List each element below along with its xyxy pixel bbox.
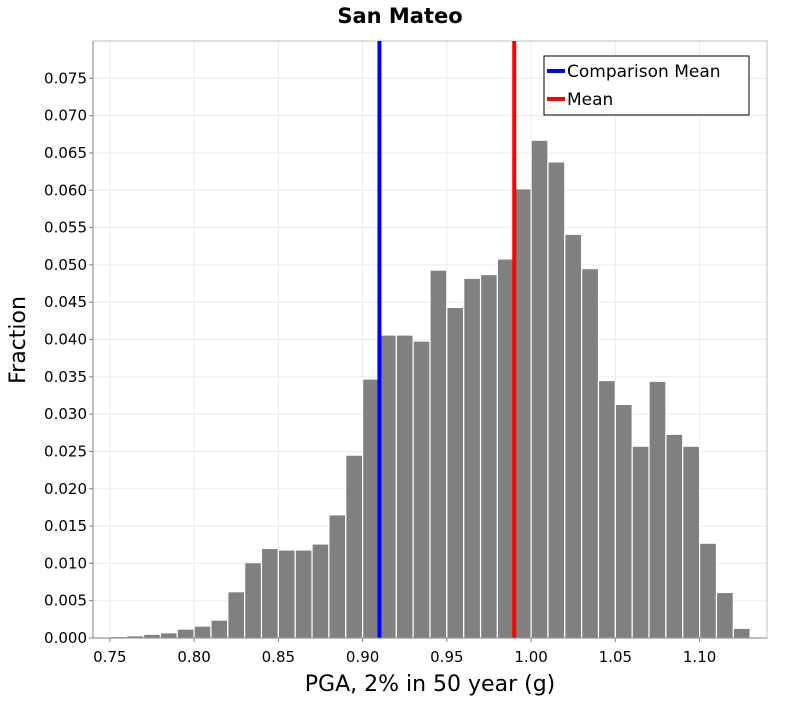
histogram-bar	[682, 445, 701, 639]
y-tick-label: 0.025	[44, 442, 87, 460]
histogram-bar	[311, 543, 330, 639]
histogram-bar	[648, 380, 667, 639]
legend-box	[543, 55, 750, 116]
histogram-bar	[530, 139, 549, 639]
histogram-bar	[665, 433, 684, 639]
histogram-bar	[429, 269, 448, 639]
histogram-bar	[378, 334, 397, 639]
x-tick-label: 0.90	[346, 648, 379, 666]
histogram-bar	[614, 403, 633, 639]
histogram-bar	[547, 161, 566, 639]
x-tick-label: 1.00	[514, 648, 547, 666]
histogram-bar	[277, 549, 296, 639]
axes-layer: 0.000 0.005 0.010 0.015 0.020 0.025 0.030 0.035…	[44, 41, 767, 666]
histogram-bar	[496, 258, 515, 639]
y-tick-label: 0.035	[44, 368, 87, 386]
legend-label-comparison-mean: Comparison Mean	[567, 62, 721, 82]
histogram-bar	[479, 273, 498, 639]
legend-items: Comparison Mean Mean	[547, 62, 721, 110]
chart-title: San Mateo	[337, 4, 462, 28]
histogram-bar	[210, 619, 229, 639]
y-tick-label: 0.010	[44, 554, 87, 572]
histogram-bar	[159, 632, 178, 639]
histogram-bar	[597, 379, 616, 639]
y-axis-label: Fraction	[6, 296, 31, 384]
histogram-bar	[193, 625, 212, 639]
y-tick-label: 0.060	[44, 181, 87, 199]
histogram-bar	[395, 334, 414, 639]
y-tick-label: 0.030	[44, 405, 87, 423]
histogram-bar	[463, 277, 482, 639]
y-tick-label: 0.075	[44, 69, 87, 87]
histogram-bar	[244, 562, 263, 639]
histogram-bar	[513, 188, 532, 639]
y-tick-label: 0.050	[44, 256, 87, 274]
x-tick-label: 0.95	[430, 648, 463, 666]
histogram-bar	[142, 633, 162, 639]
y-tick-label: 0.040	[44, 331, 87, 349]
histogram-bar	[715, 591, 734, 639]
x-tick-label: 0.75	[93, 648, 126, 666]
y-tick-label: 0.045	[44, 293, 87, 311]
histogram-bar	[227, 591, 246, 639]
mean-lines-layer	[377, 41, 517, 638]
y-tick-label: 0.055	[44, 219, 87, 237]
x-axis-label: PGA, 2% in 50 year (g)	[305, 672, 556, 697]
histogram-bar	[564, 233, 583, 639]
y-tick-label: 0.070	[44, 107, 87, 125]
y-tick-label: 0.065	[44, 144, 87, 162]
histogram-bar	[328, 514, 347, 639]
histogram-bar	[698, 542, 718, 639]
histogram-bar	[345, 454, 364, 639]
histogram-bar	[631, 445, 650, 639]
x-tick-label: 0.80	[177, 648, 210, 666]
x-tick-label: 1.10	[683, 648, 716, 666]
legend-label-mean: Mean	[567, 90, 613, 110]
histogram-bar	[176, 628, 195, 639]
y-tick-label: 0.015	[44, 517, 87, 535]
histogram-bar	[412, 340, 431, 639]
histogram-bar	[581, 268, 600, 639]
x-tick-label: 1.05	[599, 648, 632, 666]
y-tick-label: 0.000	[44, 629, 87, 647]
histogram-bar	[362, 378, 381, 639]
y-tick-label: 0.005	[44, 592, 87, 610]
histogram-bar	[446, 306, 465, 639]
y-tick-label: 0.020	[44, 480, 87, 498]
legend: Comparison Mean Mean	[543, 55, 750, 116]
histogram-bar	[260, 547, 279, 639]
histogram-bar	[732, 627, 751, 639]
x-tick-label: 0.85	[262, 648, 295, 666]
histogram-bar	[294, 549, 313, 639]
bars-layer	[109, 139, 751, 639]
